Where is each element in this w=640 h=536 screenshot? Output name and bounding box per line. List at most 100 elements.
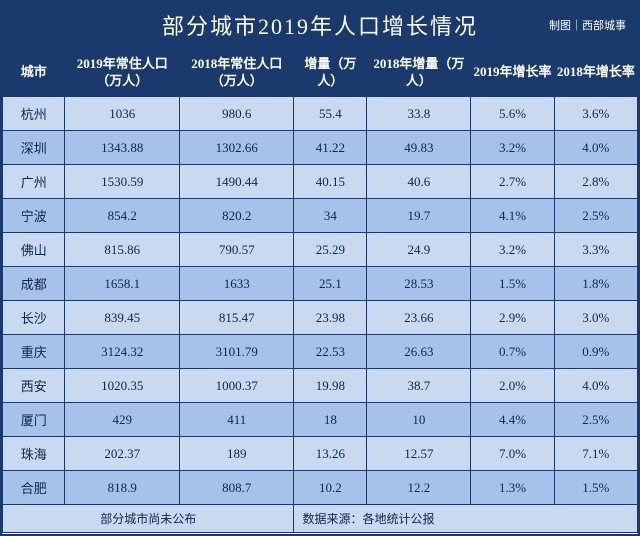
- table-row: 重庆3124.323101.7922.5326.630.7%0.9%: [3, 335, 638, 369]
- table-row: 西安1020.351000.3719.9838.72.0%4.0%: [3, 369, 638, 403]
- column-header-inc2018: 2018年增量（万人）: [367, 49, 471, 97]
- cell-pop2018: 411: [179, 403, 294, 437]
- cell-pop2018: 1490.44: [179, 165, 294, 199]
- table-row: 合肥818.9808.710.212.21.3%1.5%: [3, 471, 638, 505]
- cell-inc2018: 24.9: [367, 233, 471, 267]
- table-row: 长沙839.45815.4723.9823.662.9%3.0%: [3, 301, 638, 335]
- cell-rate2018: 3.6%: [554, 97, 637, 131]
- cell-pop2019: 1658.1: [65, 267, 180, 301]
- title-bar: 部分城市2019年人口增长情况 制图｜西部城事: [2, 2, 638, 48]
- cell-rate2018: 7.1%: [554, 437, 637, 471]
- cell-pop2019: 815.86: [65, 233, 180, 267]
- cell-pop2019: 854.2: [65, 199, 180, 233]
- cell-rate2018: 4.0%: [554, 369, 637, 403]
- table-container: 部分城市2019年人口增长情况 制图｜西部城事 城市2019年常住人口（万人）2…: [0, 0, 640, 536]
- cell-rate2019: 2.9%: [471, 301, 554, 335]
- cell-rate2018: 3.0%: [554, 301, 637, 335]
- column-header-pop2018: 2018年常住人口（万人）: [179, 49, 294, 97]
- cell-inc2018: 12.2: [367, 471, 471, 505]
- cell-pop2019: 1020.35: [65, 369, 180, 403]
- cell-inc: 25.1: [294, 267, 367, 301]
- cell-inc2018: 49.83: [367, 131, 471, 165]
- cell-city: 长沙: [3, 301, 65, 335]
- cell-pop2019: 818.9: [65, 471, 180, 505]
- cell-city: 广州: [3, 165, 65, 199]
- cell-rate2018: 1.8%: [554, 267, 637, 301]
- cell-pop2018: 820.2: [179, 199, 294, 233]
- cell-inc2018: 12.57: [367, 437, 471, 471]
- cell-pop2019: 429: [65, 403, 180, 437]
- cell-pop2018: 980.6: [179, 97, 294, 131]
- table-row: 佛山815.86790.5725.2924.93.2%3.3%: [3, 233, 638, 267]
- cell-inc: 23.98: [294, 301, 367, 335]
- cell-inc2018: 26.63: [367, 335, 471, 369]
- table-row: 厦门42941118104.4%2.5%: [3, 403, 638, 437]
- cell-rate2019: 7.0%: [471, 437, 554, 471]
- cell-inc: 34: [294, 199, 367, 233]
- cell-inc2018: 40.6: [367, 165, 471, 199]
- cell-pop2019: 202.37: [65, 437, 180, 471]
- column-header-rate2018: 2018年增长率: [554, 49, 637, 97]
- cell-pop2018: 3101.79: [179, 335, 294, 369]
- cell-inc: 40.15: [294, 165, 367, 199]
- column-header-rate2019: 2019年增长率: [471, 49, 554, 97]
- table-row: 宁波854.2820.23419.74.1%2.5%: [3, 199, 638, 233]
- table-footer: 部分城市尚未公布 数据来源：各地统计公报: [3, 505, 638, 533]
- cell-city: 重庆: [3, 335, 65, 369]
- cell-pop2019: 1343.88: [65, 131, 180, 165]
- cell-inc: 18: [294, 403, 367, 437]
- footer-note-left: 部分城市尚未公布: [3, 505, 294, 533]
- cell-inc: 22.53: [294, 335, 367, 369]
- cell-rate2018: 2.5%: [554, 199, 637, 233]
- cell-city: 珠海: [3, 437, 65, 471]
- cell-pop2018: 1633: [179, 267, 294, 301]
- table-row: 深圳1343.881302.6641.2249.833.2%4.0%: [3, 131, 638, 165]
- cell-rate2018: 4.0%: [554, 131, 637, 165]
- column-header-city: 城市: [3, 49, 65, 97]
- column-header-inc: 增量（万人）: [294, 49, 367, 97]
- cell-inc2018: 10: [367, 403, 471, 437]
- cell-rate2019: 3.2%: [471, 233, 554, 267]
- cell-rate2019: 4.4%: [471, 403, 554, 437]
- cell-pop2018: 808.7: [179, 471, 294, 505]
- cell-inc: 25.29: [294, 233, 367, 267]
- cell-pop2019: 3124.32: [65, 335, 180, 369]
- cell-inc2018: 23.66: [367, 301, 471, 335]
- cell-city: 宁波: [3, 199, 65, 233]
- column-header-pop2019: 2019年常住人口（万人）: [65, 49, 180, 97]
- cell-rate2019: 5.6%: [471, 97, 554, 131]
- cell-rate2019: 0.7%: [471, 335, 554, 369]
- cell-city: 杭州: [3, 97, 65, 131]
- cell-rate2019: 1.3%: [471, 471, 554, 505]
- cell-pop2019: 1530.59: [65, 165, 180, 199]
- cell-rate2019: 2.7%: [471, 165, 554, 199]
- cell-pop2019: 839.45: [65, 301, 180, 335]
- cell-pop2019: 1036: [65, 97, 180, 131]
- subtitle: 制图｜西部城事: [549, 17, 626, 33]
- cell-rate2019: 2.0%: [471, 369, 554, 403]
- cell-rate2018: 1.5%: [554, 471, 637, 505]
- table-row: 珠海202.3718913.2612.577.0%7.1%: [3, 437, 638, 471]
- cell-inc2018: 38.7: [367, 369, 471, 403]
- population-table: 城市2019年常住人口（万人）2018年常住人口（万人）增量（万人）2018年增…: [2, 48, 638, 533]
- cell-rate2018: 0.9%: [554, 335, 637, 369]
- cell-pop2018: 790.57: [179, 233, 294, 267]
- table-row: 成都1658.1163325.128.531.5%1.8%: [3, 267, 638, 301]
- cell-inc2018: 28.53: [367, 267, 471, 301]
- cell-inc: 19.98: [294, 369, 367, 403]
- cell-city: 合肥: [3, 471, 65, 505]
- table-row: 杭州1036980.655.433.85.6%3.6%: [3, 97, 638, 131]
- cell-city: 成都: [3, 267, 65, 301]
- table-body: 杭州1036980.655.433.85.6%3.6%深圳1343.881302…: [3, 97, 638, 505]
- cell-pop2018: 189: [179, 437, 294, 471]
- cell-pop2018: 1000.37: [179, 369, 294, 403]
- cell-inc: 13.26: [294, 437, 367, 471]
- cell-rate2019: 3.2%: [471, 131, 554, 165]
- cell-inc2018: 19.7: [367, 199, 471, 233]
- cell-pop2018: 815.47: [179, 301, 294, 335]
- cell-rate2018: 2.8%: [554, 165, 637, 199]
- cell-pop2018: 1302.66: [179, 131, 294, 165]
- cell-inc: 41.22: [294, 131, 367, 165]
- cell-city: 佛山: [3, 233, 65, 267]
- cell-city: 西安: [3, 369, 65, 403]
